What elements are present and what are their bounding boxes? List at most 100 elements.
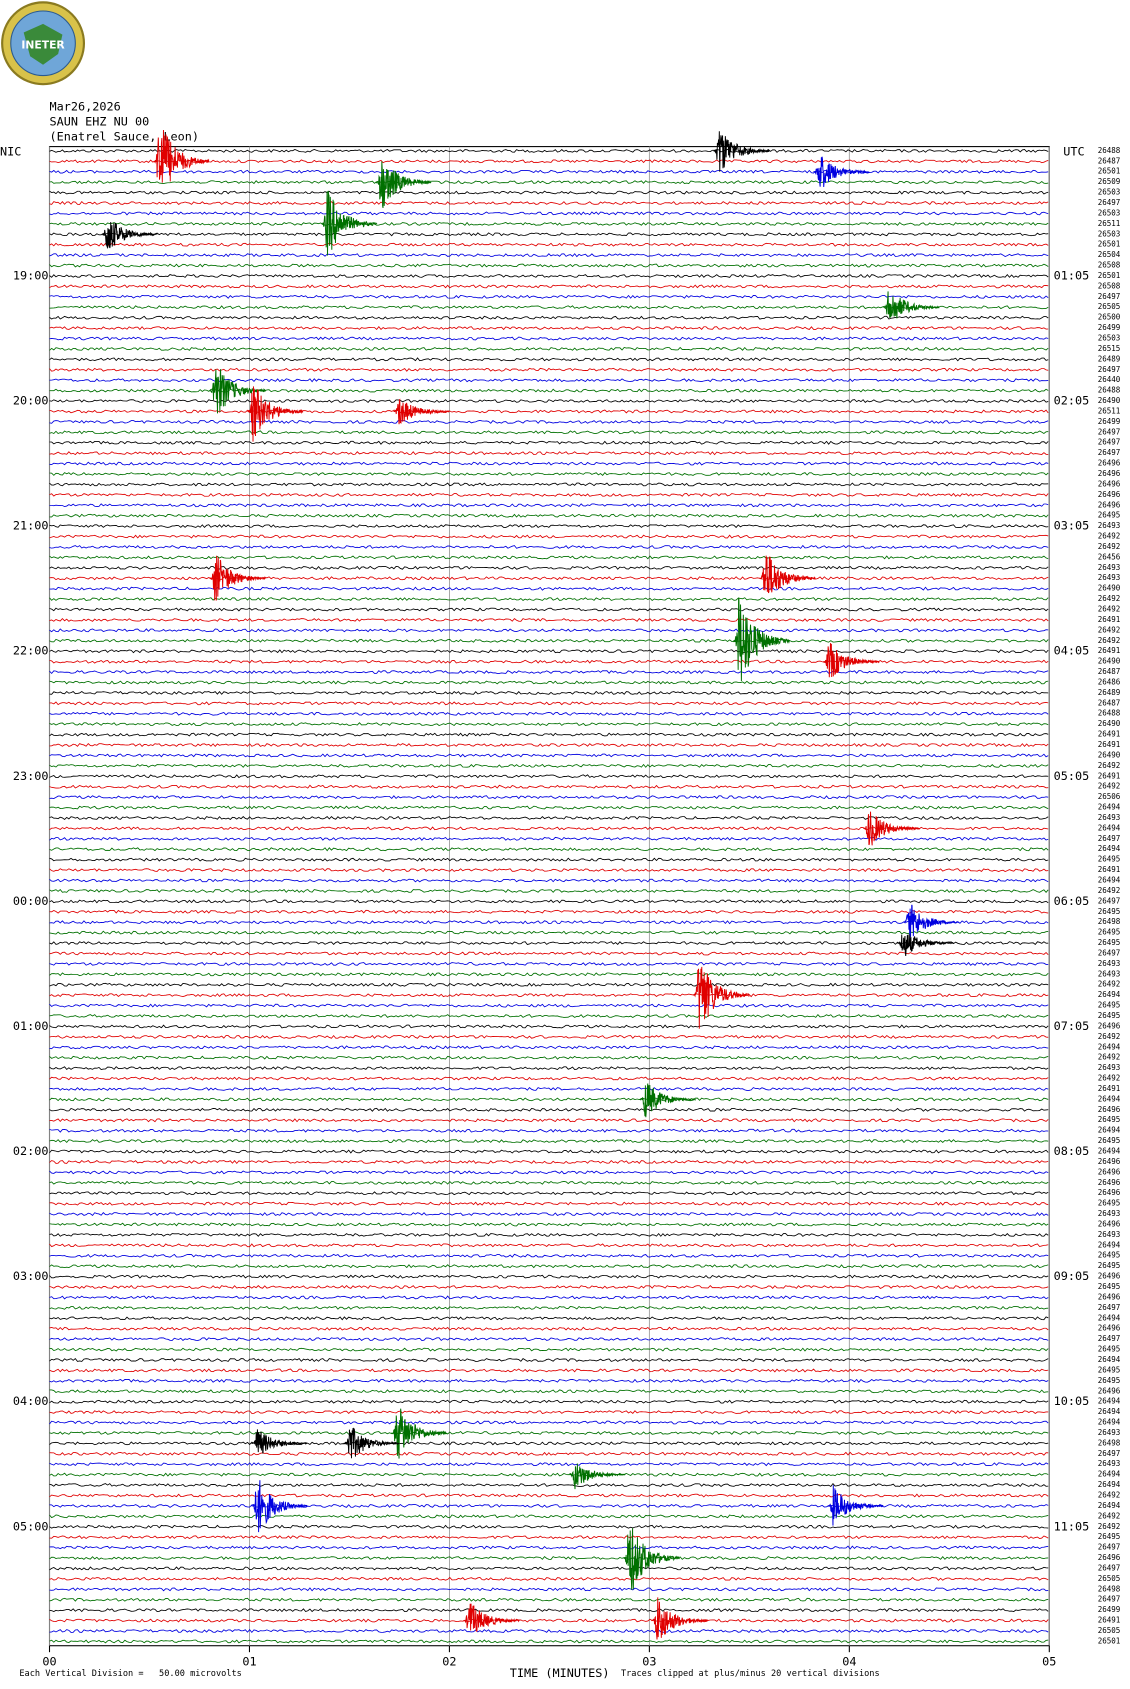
scale-note: Each Vertical Division = 50.00 microvolt… <box>19 1669 241 1679</box>
trace <box>49 544 1049 549</box>
left-hour-label: 04:00 <box>13 1394 49 1408</box>
trace-offset: 26494 <box>1098 1470 1121 1479</box>
trace <box>49 253 1049 258</box>
trace-offset: 26494 <box>1098 990 1121 999</box>
trace-offset: 26496 <box>1098 1157 1121 1166</box>
trace-offset: 26492 <box>1098 1511 1121 1520</box>
trace-offset: 26503 <box>1098 208 1121 217</box>
trace-offset: 26494 <box>1098 844 1121 853</box>
right-hour-label: 09:05 <box>1054 1269 1090 1283</box>
trace-offset: 26505 <box>1098 1574 1121 1583</box>
trace-offset: 26495 <box>1098 1115 1121 1124</box>
trace-offset: 26487 <box>1098 667 1121 676</box>
trace <box>49 1368 1049 1373</box>
trace-offset: 26496 <box>1098 459 1121 468</box>
trace <box>49 430 1049 435</box>
trace-offset: 26492 <box>1098 980 1121 989</box>
trace <box>49 378 1049 383</box>
trace-offset: 26491 <box>1098 615 1121 624</box>
trace-offset: 26495 <box>1098 1282 1121 1291</box>
trace <box>49 930 1049 935</box>
trace <box>49 1118 1049 1123</box>
trace-offset: 26492 <box>1098 782 1121 791</box>
trace <box>49 1232 1049 1237</box>
trace <box>49 524 1049 529</box>
trace-offset: 26496 <box>1098 479 1121 488</box>
seismic-event <box>391 1408 448 1459</box>
trace <box>49 263 1049 268</box>
trace-offset: 26490 <box>1098 750 1121 759</box>
location: (Enatrel Sauce, Leon) <box>50 129 200 143</box>
trace <box>49 993 1049 998</box>
trace-offset: 26501 <box>1098 271 1121 280</box>
left-hour-label: 22:00 <box>13 644 49 658</box>
trace <box>49 857 1049 862</box>
trace <box>49 1159 1049 1165</box>
trace <box>49 972 1049 977</box>
trace-offset: 26499 <box>1098 417 1121 426</box>
x-tick-label: 01 <box>242 1654 256 1668</box>
trace <box>49 576 1049 581</box>
trace <box>49 482 1049 487</box>
trace <box>49 1295 1049 1300</box>
trace <box>49 722 1049 727</box>
station: SAUN EHZ NU 00 <box>50 114 150 128</box>
right-hour-label: 11:05 <box>1054 1519 1090 1533</box>
right-hour-label: 01:05 <box>1054 268 1090 282</box>
trace-offset: 26491 <box>1098 1616 1121 1625</box>
trace-offset: 26493 <box>1098 1230 1121 1239</box>
trace-offset: 26494 <box>1098 1355 1121 1364</box>
trace-offset: 26494 <box>1098 1501 1121 1510</box>
trace-offset: 26495 <box>1098 1136 1121 1145</box>
seismic-event <box>393 398 450 425</box>
trace-offset: 26499 <box>1098 323 1121 332</box>
seismic-event <box>623 1528 680 1590</box>
trace <box>49 1566 1049 1571</box>
trace-offset: 26496 <box>1098 1021 1121 1030</box>
trace-offset: 26490 <box>1098 584 1121 593</box>
trace-offset: 26503 <box>1098 334 1121 343</box>
seismic-event <box>569 1463 626 1490</box>
seismic-event <box>823 643 880 678</box>
trace-offset: 26497 <box>1098 427 1121 436</box>
trace-offset: 26494 <box>1098 1407 1121 1416</box>
trace <box>49 513 1049 518</box>
trace <box>49 711 1049 716</box>
trace-offset: 26515 <box>1098 344 1121 353</box>
trace-offset: 26504 <box>1098 250 1121 259</box>
logo: INETER <box>1 1 86 86</box>
trace <box>49 357 1049 362</box>
trace-offset: 26497 <box>1098 1334 1121 1343</box>
trace <box>49 774 1049 779</box>
left-hour-label: 19:00 <box>13 268 49 282</box>
trace-offset: 26486 <box>1098 677 1121 686</box>
trace-offset: 26497 <box>1098 1303 1121 1312</box>
trace <box>49 1212 1049 1217</box>
trace <box>49 1337 1049 1342</box>
trace <box>49 1441 1049 1446</box>
seismic-event <box>375 161 432 209</box>
trace <box>49 868 1049 873</box>
trace <box>49 638 1049 643</box>
trace <box>49 326 1049 331</box>
trace <box>49 1482 1049 1488</box>
trace-offset: 26494 <box>1098 803 1121 812</box>
trace <box>49 1389 1049 1394</box>
trace <box>49 409 1049 414</box>
clip-note: Traces clipped at plus/minus 20 vertical… <box>621 1669 880 1679</box>
seismic-event <box>343 1427 400 1459</box>
left-hour-label: 20:00 <box>13 394 49 408</box>
right-hour-label: 05:05 <box>1054 769 1090 783</box>
seismic-event <box>713 131 770 172</box>
seismic-event <box>209 555 266 601</box>
trace <box>49 1410 1049 1415</box>
trace-offset: 26497 <box>1098 438 1121 447</box>
trace <box>49 1524 1049 1529</box>
trace <box>49 472 1049 477</box>
trace <box>49 1597 1049 1602</box>
trace <box>49 1253 1049 1258</box>
trace <box>49 1556 1049 1560</box>
trace <box>49 909 1049 914</box>
trace <box>49 1274 1049 1279</box>
seismic-event <box>897 934 954 957</box>
